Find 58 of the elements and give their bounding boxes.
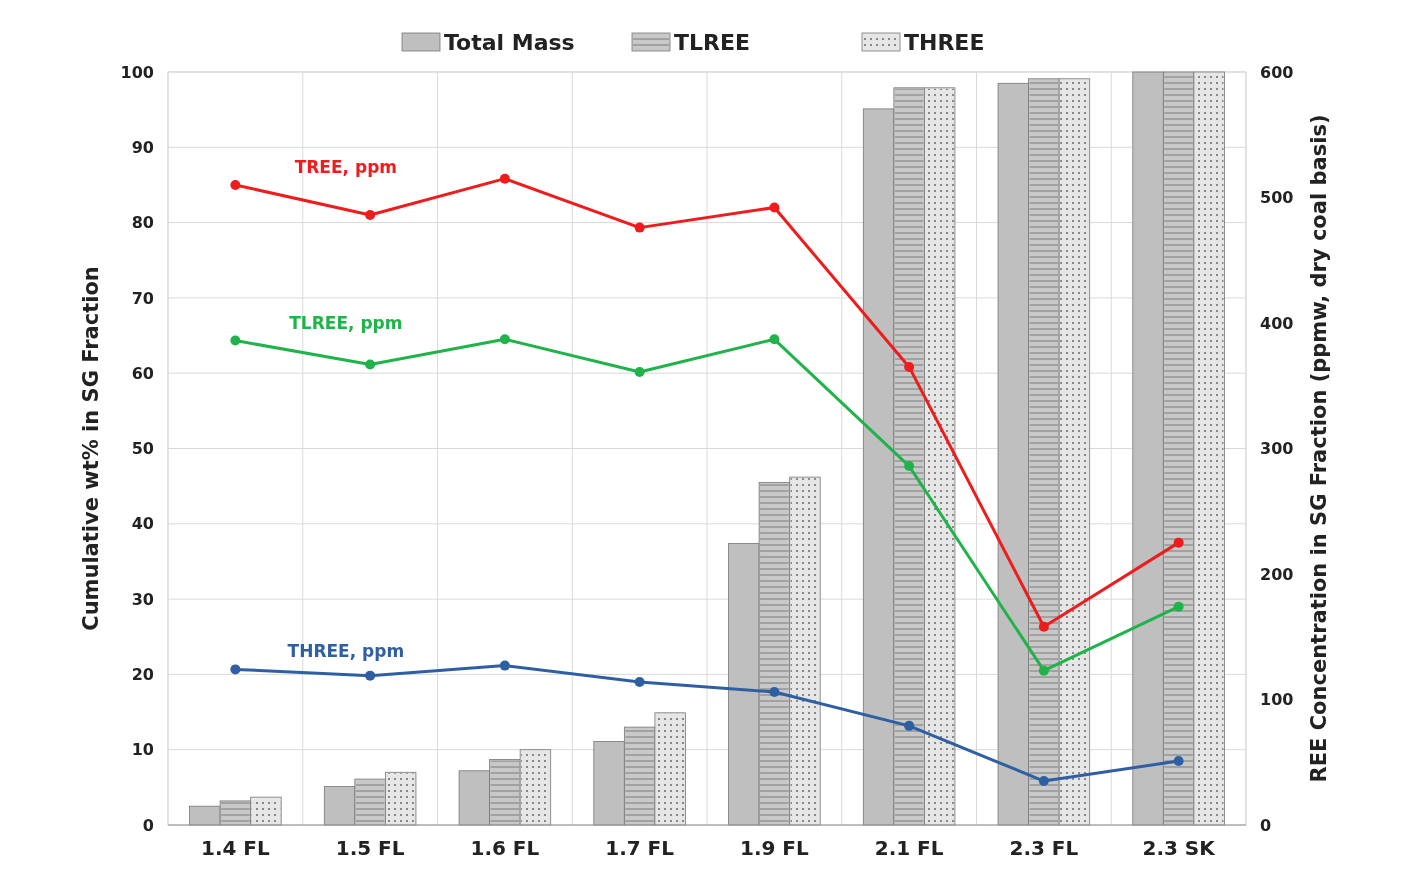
y-tick-label: 40 [131, 514, 154, 534]
point [1038, 665, 1049, 676]
x-tick-label: 2.3 FL [1009, 836, 1079, 860]
point [904, 361, 915, 372]
point [769, 686, 780, 697]
point [1173, 756, 1184, 766]
point [230, 664, 241, 675]
y-tick-label: 60 [131, 363, 154, 383]
y2-axis-title: REE Concentration in SG Fraction (ppmw, dry coal basis) [1307, 114, 1331, 783]
x-tick-label: 1.6 FL [470, 836, 540, 860]
point [1038, 776, 1049, 787]
point [634, 366, 645, 377]
point [769, 334, 780, 345]
y2-tick-label: 100 [1260, 690, 1294, 710]
y-tick-label: 30 [131, 589, 154, 609]
y2-tick-label: 0 [1260, 815, 1272, 835]
series-label: TLREE, ppm [289, 312, 403, 333]
x-tick-label: 1.7 FL [605, 836, 675, 860]
x-tick-label: 2.3 SK [1142, 836, 1217, 860]
legend-label: TLREE [674, 29, 751, 55]
legend-label: THREE [904, 29, 985, 55]
x-tick-label: 1.9 FL [739, 836, 810, 860]
y2-tick-label: 200 [1260, 564, 1294, 584]
point [634, 676, 645, 687]
legend-label: Total Mass [444, 29, 575, 55]
point [230, 179, 241, 190]
point [365, 359, 376, 370]
y-axis-title: Cumulative wt% in SG Fraction [79, 266, 103, 631]
x-tick-label: 1.5 FL [335, 836, 405, 860]
y-tick-label: 50 [131, 439, 154, 459]
point [1038, 621, 1049, 632]
y2-tick-label: 300 [1260, 439, 1294, 459]
y2-tick-label: 400 [1260, 313, 1294, 333]
point [365, 210, 376, 221]
y-tick-label: 0 [142, 815, 154, 835]
y-tick-label: 80 [131, 213, 154, 233]
x-tick-label: 2.1 FL [874, 836, 944, 860]
point [365, 670, 376, 681]
x-tick-label: 1.4 FL [200, 836, 271, 860]
point [499, 334, 510, 345]
point [499, 660, 510, 671]
series-label: TREE, ppm [294, 156, 398, 177]
point [1173, 537, 1184, 548]
point [904, 720, 915, 731]
point [1173, 601, 1184, 612]
y-tick-label: 100 [120, 62, 154, 82]
point [769, 202, 780, 213]
y2-tick-label: 500 [1260, 188, 1294, 208]
y-tick-label: 90 [131, 137, 154, 157]
point [904, 461, 915, 472]
y-tick-label: 20 [131, 665, 154, 684]
y-tick-label: 70 [131, 288, 154, 308]
point [634, 222, 645, 233]
y2-tick-label: 600 [1260, 62, 1294, 82]
series-label: THREE, ppm [287, 641, 405, 662]
y-tick-label: 10 [131, 740, 154, 760]
point [499, 173, 510, 184]
point [230, 335, 241, 346]
